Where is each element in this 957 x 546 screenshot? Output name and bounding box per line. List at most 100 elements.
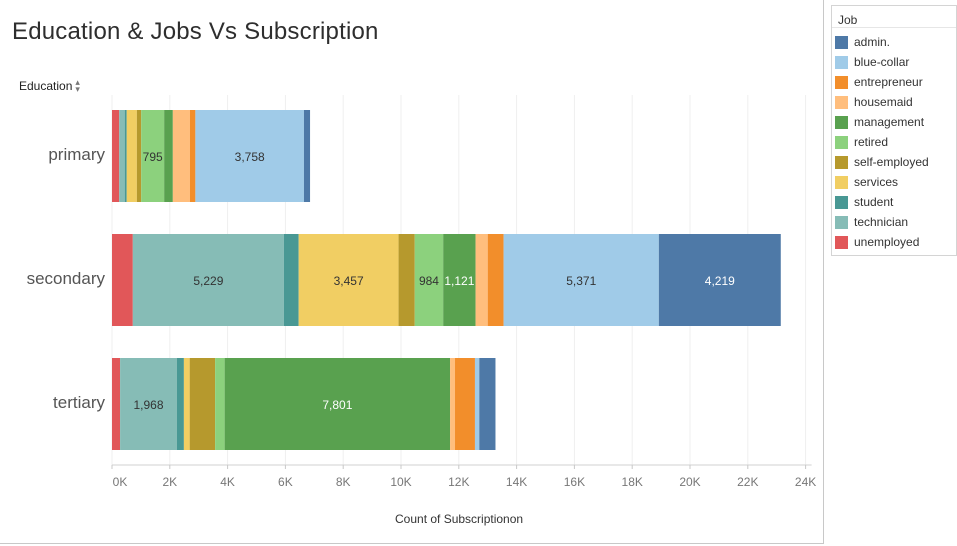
bar-segment-primary-housemaid [172, 110, 190, 202]
x-tick-label: 16K [564, 475, 585, 489]
x-tick-label: 6K [278, 475, 293, 489]
legend-item-retired[interactable]: retired [835, 132, 956, 152]
legend-label: self-employed [854, 155, 929, 169]
legend-label: housemaid [854, 95, 913, 109]
bar-segment-secondary-student [283, 234, 299, 326]
legend-swatch [835, 95, 848, 109]
plot-area: 0K 2K 4K 6K 8K 10K 12K 14K 16K 18K 20K 22K 24K 795 3,7… [111, 95, 816, 489]
data-label: 1,121 [444, 274, 474, 288]
legend-item-technician[interactable]: technician [835, 212, 956, 232]
bar-segment-tertiary-self-employed [189, 358, 216, 450]
bar-segment-primary-student [124, 110, 127, 202]
legend-item-student[interactable]: student [835, 192, 956, 212]
bar-segment-tertiary-services [183, 358, 190, 450]
bar-segment-primary-retired [141, 110, 165, 202]
x-tick-label: 20K [679, 475, 700, 489]
bar-segment-secondary-services [298, 234, 399, 326]
data-label: 5,229 [193, 274, 223, 288]
category-label-primary: primary [48, 145, 105, 164]
legend-item-blue-collar[interactable]: blue-collar [835, 52, 956, 72]
bar-segment-secondary-unemployed [112, 234, 133, 326]
x-tick-label: 18K [622, 475, 643, 489]
data-label: 3,758 [235, 150, 265, 164]
legend-item-admin[interactable]: admin. [835, 32, 956, 52]
bar-segment-primary-management [164, 110, 173, 202]
bar-segment-tertiary-housemaid [450, 358, 456, 450]
legend-title: Job [832, 6, 956, 28]
legend-list: admin. blue-collar entrepreneur housemaid ma… [832, 28, 956, 252]
bar-segment-secondary-management [443, 234, 476, 326]
bar-segment-tertiary-entrepreneur [455, 358, 475, 450]
legend-swatch [835, 75, 848, 89]
x-axis-title: Count of Subscriptionon [395, 512, 524, 526]
bar-segment-primary-admin [303, 110, 311, 202]
bar-segment-secondary-self-employed [398, 234, 415, 326]
data-label: 5,371 [566, 274, 596, 288]
x-tick-label: 12K [448, 475, 469, 489]
legend-swatch [835, 195, 848, 209]
data-label: 1,968 [134, 398, 164, 412]
legend-item-unemployed[interactable]: unemployed [835, 232, 956, 252]
legend-label: admin. [854, 35, 891, 49]
legend-swatch [835, 115, 848, 129]
bar-segment-secondary-housemaid [475, 234, 488, 326]
bar-segment-primary-services [126, 110, 137, 202]
data-label: 4,219 [705, 274, 735, 288]
bar-segment-primary-self-employed [136, 110, 142, 202]
legend-swatch [835, 55, 848, 69]
bar-segment-tertiary-retired [215, 358, 225, 450]
bar-segment-primary-technician [119, 110, 125, 202]
legend-item-housemaid[interactable]: housemaid [835, 92, 956, 112]
data-label: 7,801 [322, 398, 352, 412]
bar-segment-tertiary-technician [120, 358, 177, 450]
category-label-secondary: secondary [26, 269, 105, 288]
x-tick-label: 10K [390, 475, 411, 489]
x-tick-label: 8K [336, 475, 351, 489]
category-label-tertiary: tertiary [53, 393, 105, 412]
bar-segment-secondary-entrepreneur [487, 234, 504, 326]
data-label: 984 [419, 274, 439, 288]
bar-segment-primary-blue-collar [195, 110, 304, 202]
data-label: 795 [143, 150, 163, 164]
y-field-label: Education [19, 79, 73, 93]
legend-item-services[interactable]: services [835, 172, 956, 192]
bar-segment-secondary-admin [658, 234, 781, 326]
bar-segment-secondary-retired [414, 234, 444, 326]
x-tick-label: 0K [113, 475, 128, 489]
legend-swatch [835, 35, 848, 49]
chart-title: Education & Jobs Vs Subscription [12, 18, 379, 45]
bar-segment-tertiary-unemployed [112, 358, 121, 450]
legend: Job admin. blue-collar entrepreneur housema… [831, 5, 957, 256]
sort-icon[interactable]: ▴ ▾ [75, 77, 80, 94]
x-tick-label: 14K [506, 475, 527, 489]
legend-label: blue-collar [854, 55, 910, 69]
legend-swatch [835, 235, 848, 249]
legend-swatch [835, 175, 848, 189]
x-tick-label: 22K [737, 475, 758, 489]
bar-segment-tertiary-blue-collar [474, 358, 480, 450]
legend-swatch [835, 155, 848, 169]
x-tick-label: 4K [220, 475, 235, 489]
legend-swatch [835, 215, 848, 229]
x-tick-label: 2K [162, 475, 177, 489]
data-label: 3,457 [334, 274, 364, 288]
bar-segment-tertiary-student [176, 358, 184, 450]
y-field-header[interactable]: Education ▴ ▾ [19, 77, 80, 94]
bar-segment-secondary-blue-collar [503, 234, 659, 326]
legend-label: management [854, 115, 925, 129]
legend-label: services [854, 175, 899, 189]
bar-segment-tertiary-management [224, 358, 451, 450]
legend-item-entrepreneur[interactable]: entrepreneur [835, 72, 956, 92]
legend-item-self-employed[interactable]: self-employed [835, 152, 956, 172]
bar-segment-secondary-technician [132, 234, 284, 326]
legend-label: student [854, 195, 894, 209]
bar-segment-primary-unemployed [112, 110, 120, 202]
chart-panel: Education & Jobs Vs Subscription Educati… [0, 0, 824, 544]
legend-label: entrepreneur [854, 75, 923, 89]
legend-label: unemployed [854, 235, 920, 249]
x-tick-label: 24K [795, 475, 816, 489]
legend-item-management[interactable]: management [835, 112, 956, 132]
legend-swatch [835, 135, 848, 149]
legend-label: retired [854, 135, 889, 149]
bar-segment-primary-entrepreneur [189, 110, 196, 202]
